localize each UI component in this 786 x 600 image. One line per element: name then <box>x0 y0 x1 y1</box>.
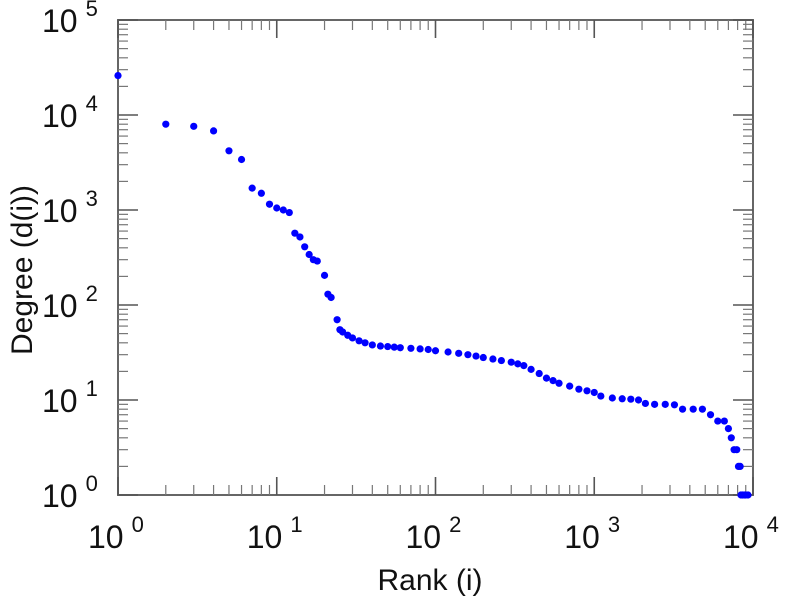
data-point <box>479 353 487 362</box>
data-point <box>431 347 440 355</box>
data-point <box>724 425 733 433</box>
data-point <box>634 396 643 404</box>
data-point <box>590 388 598 397</box>
data-point <box>237 155 246 164</box>
y-tick-label: 10 1 <box>42 376 98 419</box>
data-point <box>597 392 605 400</box>
data-point <box>549 377 557 385</box>
data-point <box>339 328 347 336</box>
data-point <box>279 206 287 214</box>
data-point <box>265 200 274 208</box>
x-tick-label: 10 1 <box>247 512 303 555</box>
data-point <box>720 417 728 425</box>
data-point <box>627 395 635 403</box>
data-point <box>396 344 404 352</box>
data-point <box>305 250 313 259</box>
x-tick-label: 10 2 <box>406 512 462 555</box>
y-axis-label: Degree (d(i)) <box>6 185 39 355</box>
data-point <box>390 343 398 351</box>
data-point <box>583 387 591 395</box>
data-point <box>348 334 357 342</box>
y-tick-label: 10 5 <box>42 0 98 39</box>
x-axis-label: Rank (i) <box>377 564 482 597</box>
data-points <box>114 71 752 499</box>
data-point <box>355 337 363 345</box>
data-point <box>376 342 385 350</box>
data-point <box>162 120 170 128</box>
data-point <box>535 369 543 378</box>
data-point <box>368 341 376 349</box>
data-point <box>190 122 198 130</box>
data-point <box>114 71 122 80</box>
data-point <box>566 382 574 390</box>
data-point <box>424 345 432 354</box>
data-point <box>733 446 741 454</box>
data-point <box>514 360 522 368</box>
data-point <box>472 352 480 360</box>
data-point <box>527 365 535 373</box>
plot-frame <box>117 19 754 496</box>
data-point <box>651 400 659 408</box>
data-point <box>555 379 563 387</box>
data-point <box>291 229 299 237</box>
y-tick-label: 10 0 <box>42 471 98 514</box>
data-point <box>384 342 392 351</box>
data-point <box>464 351 472 359</box>
data-point <box>273 204 281 212</box>
data-point <box>296 233 304 241</box>
data-point <box>333 316 341 324</box>
data-point <box>285 208 293 217</box>
data-point <box>209 127 218 135</box>
data-point <box>257 189 265 197</box>
data-point <box>706 411 715 419</box>
tick-labels: 10 0 10 1 10 2 10 3 10 4 10 0 10 1 10 2 10 3 10 4 10 5 <box>42 0 779 555</box>
data-point <box>520 362 528 370</box>
data-point <box>575 385 583 393</box>
data-point <box>497 356 505 365</box>
data-point <box>313 257 321 265</box>
data-point <box>744 491 752 499</box>
data-point <box>361 339 369 347</box>
data-point <box>507 358 515 366</box>
y-tick-label: 10 3 <box>42 186 98 229</box>
data-point <box>714 417 722 425</box>
data-point <box>248 184 256 192</box>
x-tick-label: 10 4 <box>723 512 779 555</box>
data-point <box>489 355 497 363</box>
data-point <box>407 344 415 352</box>
data-point <box>455 349 463 357</box>
data-point <box>727 434 735 442</box>
data-point <box>736 462 744 470</box>
data-point <box>641 399 650 408</box>
data-point <box>416 345 424 353</box>
x-tick-label: 10 0 <box>88 512 144 555</box>
data-point <box>618 395 626 403</box>
data-point <box>301 243 309 251</box>
data-point <box>698 405 707 413</box>
data-point <box>444 348 452 356</box>
data-point <box>608 394 616 402</box>
data-point <box>689 405 697 413</box>
data-point <box>542 374 551 382</box>
major-ticks <box>117 19 754 496</box>
data-point <box>320 271 329 279</box>
y-tick-label: 10 4 <box>42 91 98 134</box>
data-point <box>661 400 669 408</box>
x-tick-label: 10 3 <box>564 512 620 555</box>
y-tick-label: 10 2 <box>42 281 98 324</box>
minor-ticks <box>118 20 753 495</box>
data-point <box>225 147 233 155</box>
data-point <box>678 405 687 413</box>
data-point <box>670 401 679 409</box>
data-point <box>327 293 335 302</box>
